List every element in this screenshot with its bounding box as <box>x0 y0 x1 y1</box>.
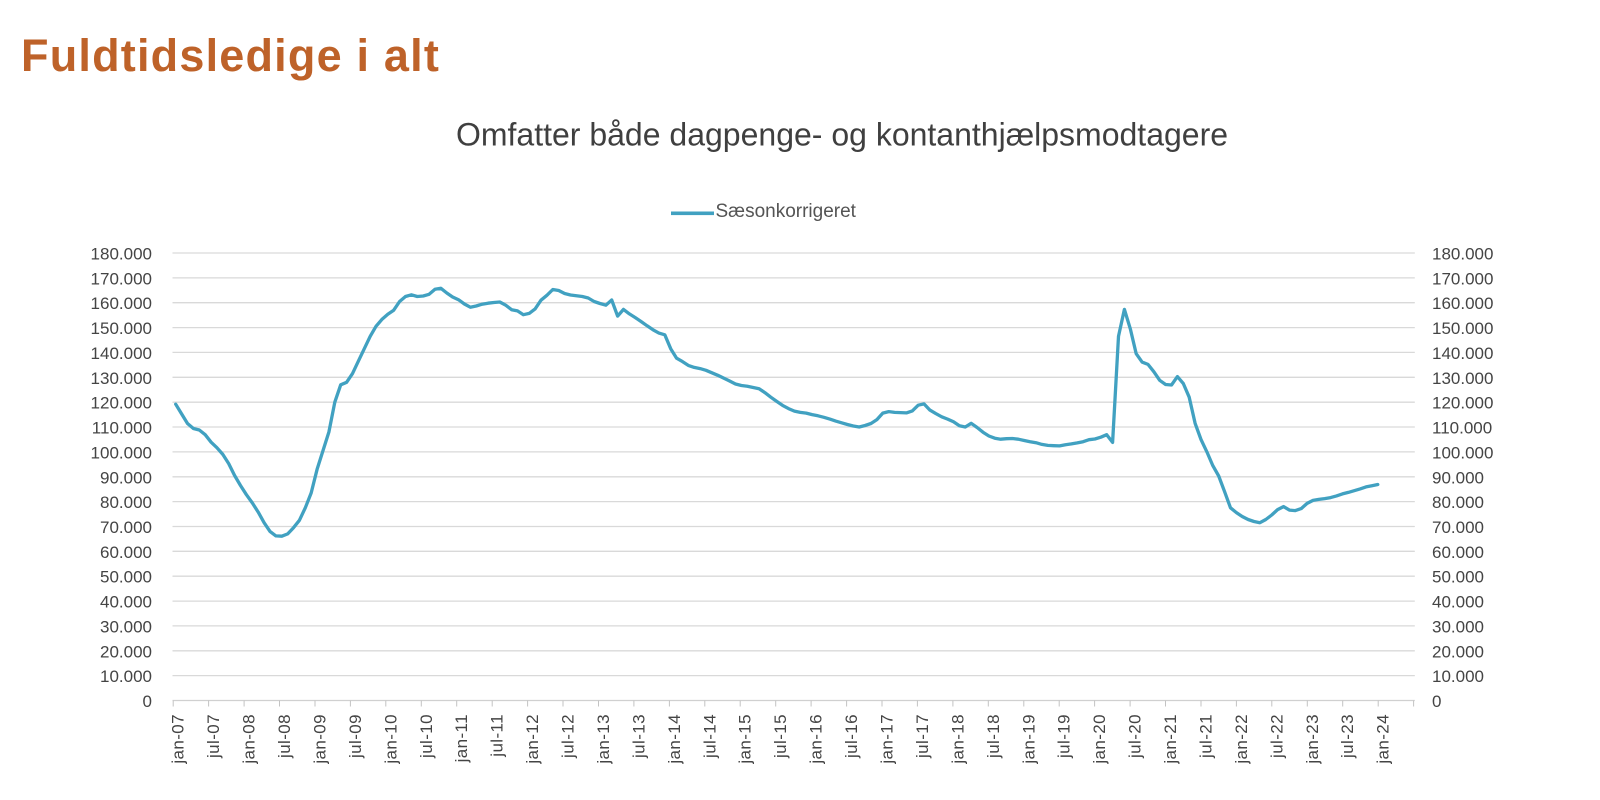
svg-text:10.000: 10.000 <box>100 667 152 686</box>
svg-text:110.000: 110.000 <box>92 419 152 438</box>
svg-text:60.000: 60.000 <box>100 543 152 562</box>
svg-text:jul-10: jul-10 <box>417 714 436 759</box>
svg-text:jul-13: jul-13 <box>629 714 648 759</box>
svg-text:jul-19: jul-19 <box>1055 714 1074 759</box>
svg-text:jan-24: jan-24 <box>1374 714 1393 765</box>
svg-text:jan-10: jan-10 <box>381 714 400 765</box>
svg-text:170.000: 170.000 <box>91 269 152 288</box>
svg-text:jan-21: jan-21 <box>1161 714 1180 765</box>
svg-text:jan-07: jan-07 <box>169 714 188 765</box>
svg-text:160.000: 160.000 <box>1432 294 1493 313</box>
svg-text:jan-17: jan-17 <box>878 714 897 765</box>
svg-text:jul-18: jul-18 <box>984 714 1003 759</box>
svg-text:jul-09: jul-09 <box>346 714 365 759</box>
svg-text:jan-11: jan-11 <box>452 714 471 763</box>
svg-text:Sæsonkorrigeret: Sæsonkorrigeret <box>716 201 857 222</box>
svg-text:jul-15: jul-15 <box>771 714 790 759</box>
svg-text:jan-08: jan-08 <box>240 714 259 765</box>
svg-text:jul-12: jul-12 <box>559 714 578 759</box>
svg-text:80.000: 80.000 <box>1432 493 1484 512</box>
svg-text:jan-23: jan-23 <box>1303 714 1322 765</box>
svg-text:jan-20: jan-20 <box>1090 714 1109 765</box>
svg-text:jan-12: jan-12 <box>523 714 542 765</box>
svg-text:jan-19: jan-19 <box>1019 714 1038 765</box>
svg-text:60.000: 60.000 <box>1432 543 1484 562</box>
svg-text:jul-17: jul-17 <box>913 714 932 759</box>
svg-text:50.000: 50.000 <box>100 568 152 587</box>
svg-text:jul-11: jul-11 <box>488 714 507 758</box>
svg-text:180.000: 180.000 <box>1432 245 1493 264</box>
svg-text:80.000: 80.000 <box>100 493 152 512</box>
svg-text:jul-14: jul-14 <box>700 714 719 759</box>
svg-text:70.000: 70.000 <box>100 518 152 537</box>
svg-text:40.000: 40.000 <box>1432 593 1484 612</box>
svg-text:30.000: 30.000 <box>100 617 152 636</box>
svg-text:jul-23: jul-23 <box>1338 714 1357 759</box>
svg-text:jul-22: jul-22 <box>1267 714 1286 759</box>
svg-text:jan-22: jan-22 <box>1232 714 1251 765</box>
svg-text:100.000: 100.000 <box>1432 443 1493 462</box>
svg-text:10.000: 10.000 <box>1432 667 1484 686</box>
svg-text:140.000: 140.000 <box>1432 344 1493 363</box>
svg-text:jul-08: jul-08 <box>275 714 294 759</box>
svg-text:20.000: 20.000 <box>100 642 152 661</box>
svg-text:100.000: 100.000 <box>91 443 152 462</box>
svg-text:Fuldtidsledige i alt: Fuldtidsledige i alt <box>21 30 440 81</box>
svg-text:20.000: 20.000 <box>1432 642 1484 661</box>
svg-text:130.000: 130.000 <box>91 369 152 388</box>
svg-text:40.000: 40.000 <box>100 593 152 612</box>
svg-text:170.000: 170.000 <box>1432 269 1493 288</box>
svg-text:90.000: 90.000 <box>1432 468 1484 487</box>
svg-text:jul-16: jul-16 <box>842 714 861 759</box>
svg-text:Omfatter både dagpenge- og kon: Omfatter både dagpenge- og kontanthjælps… <box>456 117 1228 153</box>
svg-text:70.000: 70.000 <box>1432 518 1484 537</box>
svg-text:110.000: 110.000 <box>1432 419 1492 438</box>
svg-text:jul-07: jul-07 <box>204 714 223 759</box>
svg-text:90.000: 90.000 <box>100 468 152 487</box>
svg-text:jan-14: jan-14 <box>665 714 684 765</box>
svg-text:120.000: 120.000 <box>91 394 152 413</box>
svg-text:jan-13: jan-13 <box>594 714 613 765</box>
svg-text:150.000: 150.000 <box>1432 319 1493 338</box>
svg-text:150.000: 150.000 <box>91 319 152 338</box>
svg-text:120.000: 120.000 <box>1432 394 1493 413</box>
svg-text:jan-18: jan-18 <box>948 714 967 765</box>
svg-text:jul-20: jul-20 <box>1126 714 1145 759</box>
svg-text:0: 0 <box>1432 692 1441 711</box>
svg-text:jul-21: jul-21 <box>1197 714 1216 759</box>
svg-text:130.000: 130.000 <box>1432 369 1493 388</box>
svg-text:30.000: 30.000 <box>1432 617 1484 636</box>
svg-text:0: 0 <box>143 692 152 711</box>
svg-text:180.000: 180.000 <box>91 245 152 264</box>
svg-text:jan-15: jan-15 <box>736 714 755 765</box>
svg-text:50.000: 50.000 <box>1432 568 1484 587</box>
svg-text:jan-16: jan-16 <box>807 714 826 765</box>
svg-text:140.000: 140.000 <box>91 344 152 363</box>
svg-text:160.000: 160.000 <box>91 294 152 313</box>
svg-text:jan-09: jan-09 <box>311 714 330 765</box>
